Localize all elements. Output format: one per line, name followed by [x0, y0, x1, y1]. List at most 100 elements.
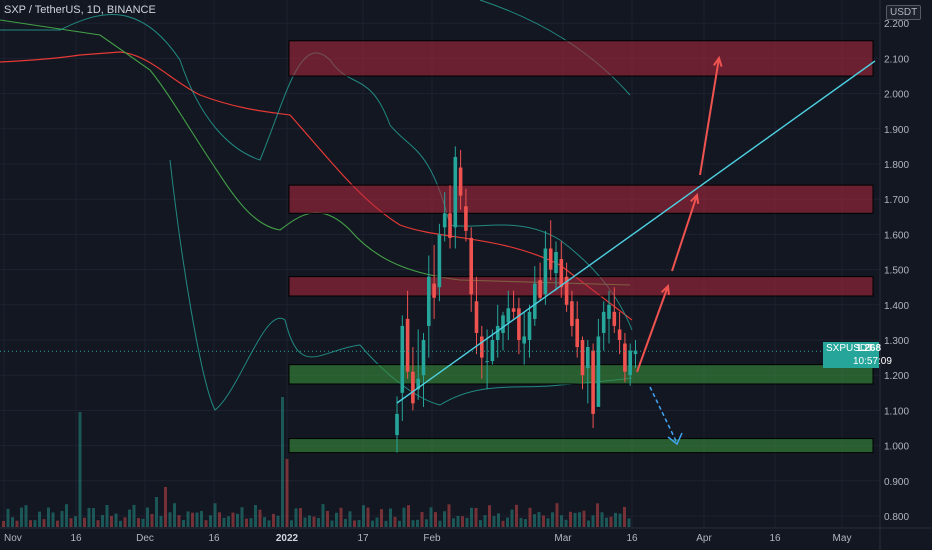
y-tick-label: 2.200	[884, 19, 909, 30]
volume-bar	[312, 516, 316, 527]
price-zones	[288, 40, 874, 454]
volume-bar	[159, 515, 163, 527]
price-badge-symbol: SXPUSDT	[826, 343, 874, 354]
candle-body	[522, 336, 526, 344]
volume-bar	[501, 520, 505, 527]
volume-bar	[389, 508, 392, 527]
drawings	[0, 55, 880, 446]
volume-bar	[326, 510, 329, 527]
volume-bar	[195, 512, 199, 527]
x-tick-label: Dec	[136, 533, 154, 544]
moving-average-red	[0, 51, 633, 321]
candle-body	[591, 350, 595, 414]
volume-bar	[456, 515, 460, 527]
volume-bar	[164, 487, 167, 527]
volume-bar	[137, 518, 140, 527]
volume-bar	[479, 520, 482, 527]
volume-bar	[191, 512, 194, 527]
candle-body	[432, 283, 436, 298]
volume-bar	[555, 503, 559, 527]
projection-arrow-1	[636, 285, 669, 373]
volume-bar	[299, 508, 302, 527]
volume-bar	[519, 518, 523, 527]
currency-badge[interactable]: USDT	[886, 5, 922, 20]
candle-body	[538, 280, 542, 298]
volume-bar	[497, 513, 500, 527]
candle-body	[617, 329, 622, 340]
volume-bar	[488, 505, 491, 527]
volume-bar	[146, 507, 149, 527]
volume-bar	[281, 397, 284, 527]
volume-bar	[600, 512, 604, 527]
volume-bar	[209, 515, 212, 527]
volume-bar	[308, 515, 311, 527]
volume-bar	[182, 520, 185, 527]
volume-bar	[587, 520, 590, 527]
projection-arrow-2-head	[690, 192, 700, 205]
volume-bar	[438, 520, 442, 527]
volume-bar	[227, 516, 230, 527]
volume-bar	[411, 520, 415, 527]
volume-bar	[114, 513, 118, 527]
x-tick-label: May	[833, 533, 852, 544]
volume-bar	[285, 459, 289, 527]
volume-bar	[461, 516, 464, 527]
chart-title: SXP / TetherUS, 1D, BINANCE	[4, 4, 156, 16]
volume-bar	[560, 515, 563, 527]
candle-body	[601, 311, 606, 333]
volume-bar	[60, 511, 64, 527]
volume-bar	[29, 520, 32, 527]
volume-bar	[537, 512, 541, 527]
y-tick-label: 1.300	[884, 336, 909, 347]
y-tick-label: 1.100	[884, 406, 909, 417]
volume-bar	[614, 512, 617, 527]
candle-body	[416, 378, 420, 390]
volume-bar	[609, 516, 613, 527]
y-tick-label: 1.800	[884, 160, 909, 171]
resistance-zone	[288, 184, 874, 214]
volume-bar	[249, 518, 253, 527]
y-tick-label: 1.600	[884, 230, 909, 241]
y-tick-label: 2.000	[884, 90, 909, 101]
candle-body	[421, 340, 426, 376]
volume-bar	[591, 515, 595, 527]
volume-bar	[267, 520, 271, 527]
volume-bar	[218, 512, 221, 527]
volume-bar	[240, 507, 244, 527]
volume-bar	[483, 515, 487, 527]
candle-body	[612, 311, 617, 326]
volume-bar	[447, 504, 451, 527]
volume-bar	[443, 511, 446, 527]
volume-bar	[177, 515, 181, 527]
volume-bar	[393, 516, 397, 527]
candle-body	[464, 206, 468, 231]
projection-arrow-3	[699, 57, 720, 176]
volume-bar	[429, 507, 433, 527]
candle-body	[580, 340, 585, 376]
volume-bar	[231, 512, 235, 527]
volume-bar	[407, 505, 410, 527]
volume-bar	[623, 506, 626, 527]
volume-bar	[263, 517, 266, 527]
volume-bar	[272, 513, 275, 527]
volume-bar	[236, 513, 239, 527]
candle-body	[511, 308, 516, 312]
candle-body	[485, 361, 489, 363]
projection-arrow-2	[671, 194, 698, 272]
volume-bar	[492, 516, 496, 527]
volume-bar	[33, 520, 37, 527]
volume-bar	[515, 504, 518, 527]
candle-body	[405, 318, 410, 372]
volume-bar	[56, 520, 59, 527]
volume-bar	[564, 519, 568, 527]
y-tick-label: 0.800	[884, 512, 909, 523]
volume-bar	[119, 520, 122, 527]
x-tick-label: 16	[769, 533, 781, 544]
candle-body	[411, 371, 415, 404]
x-axis: Nov 16 Dec 16 2022 17 Feb Mar 16 Apr 16 May	[0, 527, 932, 544]
candle-body	[596, 336, 601, 407]
candle-body	[543, 248, 548, 295]
candle-body	[495, 325, 500, 340]
volume-bar	[578, 512, 581, 527]
